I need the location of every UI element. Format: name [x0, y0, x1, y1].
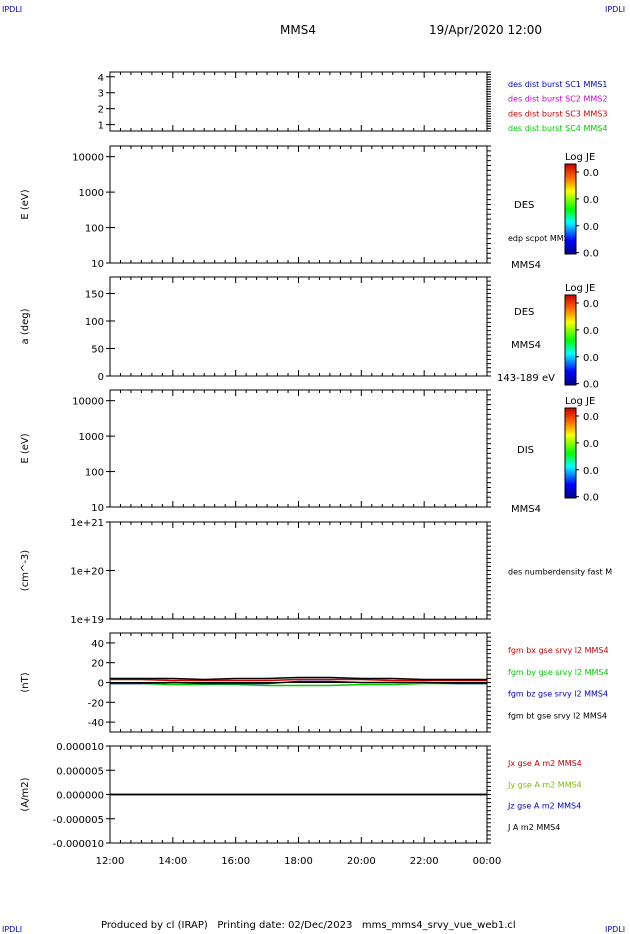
corner-label-bottom-left: IPDLI	[2, 925, 22, 934]
x-tick-label: 14:00	[158, 856, 187, 867]
y-axis-label: (A/m2)	[20, 777, 31, 811]
colorbar-tick-label: 0.0	[583, 412, 599, 423]
y-axis-label: a (deg)	[20, 308, 31, 344]
colorbar	[564, 294, 577, 386]
x-tick-label: 16:00	[221, 856, 250, 867]
y-axis-label: E (eV)	[20, 189, 31, 219]
x-tick-label: 00:00	[473, 856, 502, 867]
y-tick-label: 1e+21	[70, 518, 104, 529]
colorbar	[564, 407, 577, 499]
y-tick-label: 2	[98, 105, 104, 116]
y-tick-label: 10	[91, 259, 104, 270]
panel-frame	[109, 389, 488, 508]
series-line-0	[110, 678, 487, 682]
y-tick-label: 1000	[79, 188, 104, 199]
corner-label-bottom-right: IPDLI	[605, 925, 625, 934]
legend-entry: des dist burst SC3 MMS3	[508, 109, 607, 118]
y-tick-label: 0	[98, 372, 104, 383]
colorbar-tick-label: 0.0	[583, 299, 599, 310]
legend-entry: des dist burst SC2 MMS2	[508, 95, 607, 104]
y-tick-label: 1e+19	[70, 615, 104, 626]
y-tick-label: 150	[85, 290, 104, 301]
legend-entry: Jz gse A m2 MMS4	[507, 802, 581, 811]
colorbar-title: Log JE	[565, 396, 595, 407]
y-axis-label: (cm^-3)	[20, 550, 31, 591]
y-tick-label: 0.000005	[56, 766, 104, 777]
x-tick-label: 18:00	[284, 856, 313, 867]
colorbar-tick-label: 0.0	[583, 380, 599, 391]
y-tick-label: 100	[85, 224, 104, 235]
y-tick-label: -0.000010	[53, 839, 104, 850]
corner-label-top-right: IPDLI	[605, 5, 625, 14]
legend-entry: fgm bx gse srvy l2 MMS4	[508, 646, 609, 655]
plot-datetime: 19/Apr/2020 12:00	[429, 23, 542, 37]
x-tick-label: 20:00	[347, 856, 376, 867]
colorbar	[564, 163, 577, 255]
panel-label: 143-189 eV	[497, 373, 555, 384]
colorbar-tick-label: 0.0	[583, 168, 599, 179]
legend-entry: des dist burst SC1 MMS1	[508, 80, 607, 89]
colorbar-tick-label: 0.0	[583, 466, 599, 477]
panel-label: DIS	[517, 445, 534, 456]
y-tick-label: 10000	[72, 153, 104, 164]
series-line-3	[110, 676, 487, 681]
legend-entry: des numberdensity fast M	[508, 568, 612, 577]
legend-entry: Jx gse A m2 MMS4	[507, 759, 582, 768]
y-tick-label: 100	[85, 317, 104, 328]
legend-entry: fgm bt gse srvy l2 MMS4	[508, 711, 607, 720]
series-line-1	[110, 682, 487, 687]
corner-label-top-left: IPDLI	[2, 5, 22, 14]
y-tick-label: -40	[88, 718, 104, 729]
y-tick-label: 10	[91, 503, 104, 514]
colorbar-tick-label: 0.0	[583, 195, 599, 206]
colorbar-tick-label: 0.0	[583, 493, 599, 504]
colorbar-title: Log JE	[565, 283, 595, 294]
panel-frame	[109, 145, 488, 264]
y-tick-label: 4	[98, 73, 104, 84]
y-tick-label: 50	[91, 345, 104, 356]
plot-title: MMS4	[280, 23, 316, 37]
legend-entry: fgm by gse srvy l2 MMS4	[508, 668, 609, 677]
y-tick-label: -20	[88, 698, 104, 709]
legend-entry: Jy gse A m2 MMS4	[507, 780, 582, 789]
panel-label: MMS4	[511, 260, 541, 271]
x-tick-label: 12:00	[96, 856, 125, 867]
panel-label: MMS4	[511, 504, 541, 515]
panel-label: edp scpot MMS4	[508, 234, 574, 243]
colorbar-tick-label: 0.0	[583, 353, 599, 364]
panel-label: DES	[514, 200, 534, 211]
y-tick-label: 1000	[79, 432, 104, 443]
y-tick-label: 1	[98, 121, 104, 132]
colorbar-tick-label: 0.0	[583, 222, 599, 233]
panel-label: MMS4	[511, 340, 541, 351]
y-tick-label: 10000	[72, 397, 104, 408]
footer-text: Produced by cl (IRAP) Printing date: 02/…	[101, 920, 516, 931]
y-tick-label: 40	[91, 639, 104, 650]
colorbar-tick-label: 0.0	[583, 439, 599, 450]
panel-frame	[109, 521, 488, 620]
y-tick-label: 1e+20	[70, 567, 104, 578]
colorbar-tick-label: 0.0	[583, 249, 599, 260]
y-tick-label: 100	[85, 468, 104, 479]
x-tick-label: 22:00	[410, 856, 439, 867]
panel-frame	[109, 276, 488, 377]
y-tick-label: 20	[91, 659, 104, 670]
y-axis-label: E (eV)	[20, 433, 31, 463]
y-tick-label: 0.000000	[56, 791, 104, 802]
y-tick-label: 0.000010	[56, 742, 104, 753]
y-axis-label: (nT)	[20, 672, 31, 692]
legend-entry: J A m2 MMS4	[507, 823, 560, 832]
panel-label: DES	[514, 307, 534, 318]
colorbar-title: Log JE	[565, 152, 595, 163]
panel-frame	[109, 71, 488, 132]
y-tick-label: -0.000005	[53, 815, 104, 826]
y-tick-label: 0	[98, 679, 104, 690]
colorbar-tick-label: 0.0	[583, 326, 599, 337]
y-tick-label: 3	[98, 89, 104, 100]
legend-entry: des dist burst SC4 MMS4	[508, 124, 607, 133]
legend-entry: fgm bz gse srvy l2 MMS4	[508, 690, 608, 699]
